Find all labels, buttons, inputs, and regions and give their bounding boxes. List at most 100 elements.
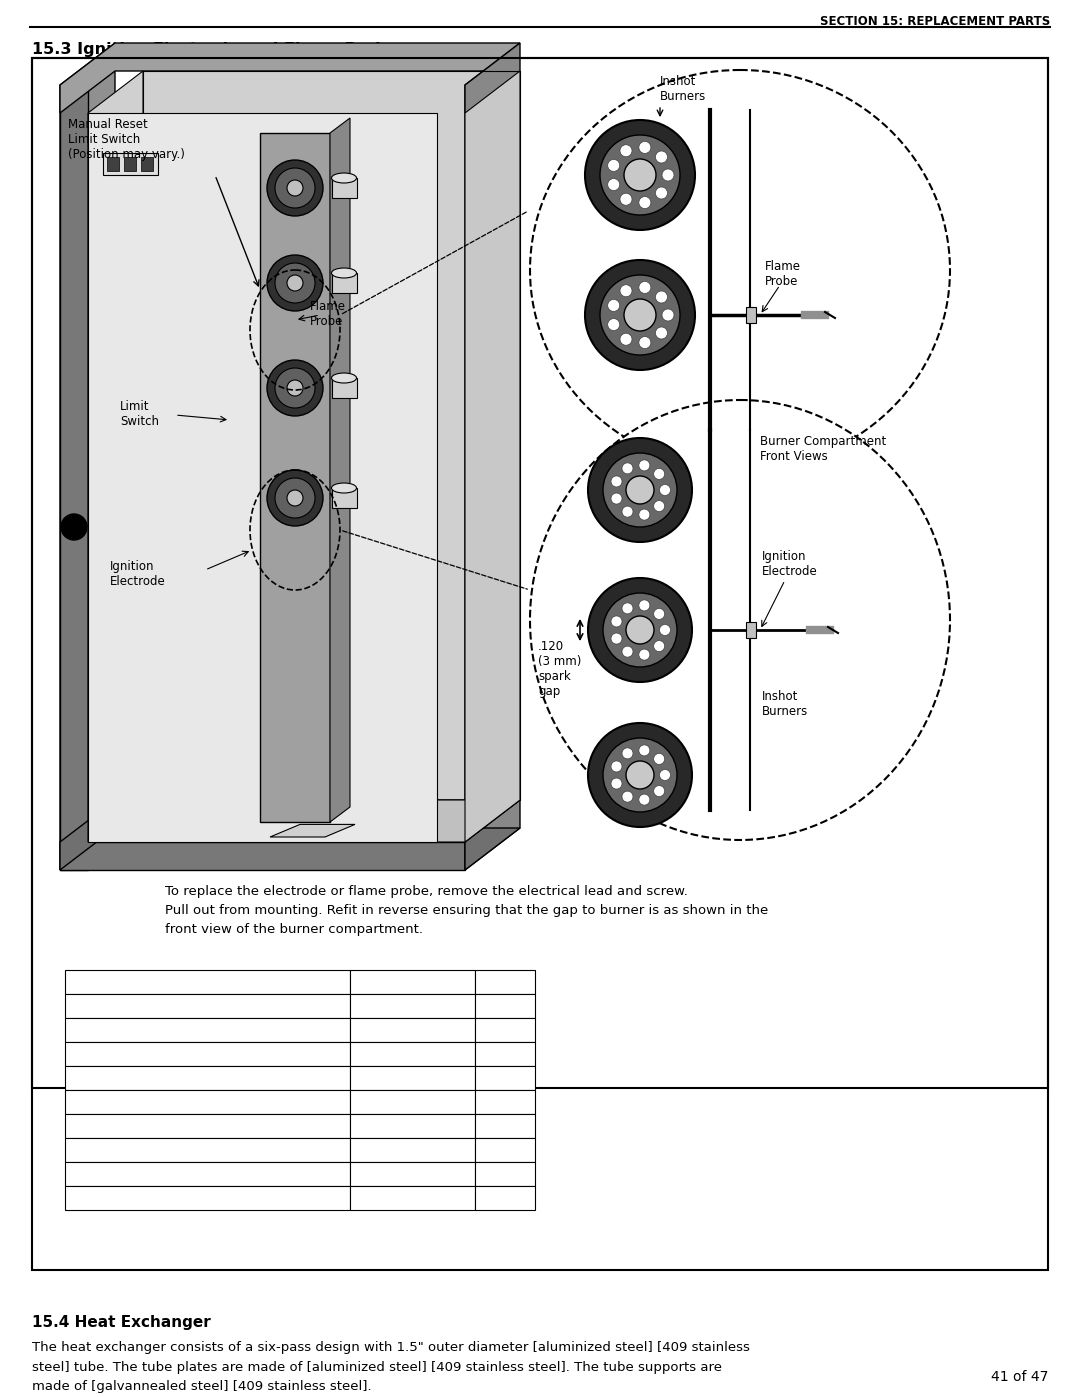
- Ellipse shape: [332, 373, 356, 383]
- Text: 90427411: 90427411: [357, 999, 415, 1009]
- Text: 6: 6: [483, 1119, 490, 1129]
- Text: Description: Description: [70, 975, 146, 988]
- Circle shape: [626, 761, 654, 789]
- Circle shape: [611, 493, 622, 504]
- Bar: [475, 1066, 535, 1090]
- Text: 1: 1: [483, 999, 490, 1009]
- Bar: [332, 488, 357, 509]
- Bar: [65, 1066, 350, 1090]
- Polygon shape: [87, 800, 519, 842]
- Bar: [475, 1139, 535, 1162]
- Circle shape: [639, 793, 650, 805]
- Bar: [107, 156, 119, 170]
- Polygon shape: [330, 117, 350, 821]
- Circle shape: [639, 509, 650, 520]
- Text: .120
(3 mm)
spark
gap: .120 (3 mm) spark gap: [538, 640, 581, 698]
- Circle shape: [653, 785, 664, 796]
- Circle shape: [611, 761, 622, 773]
- Bar: [475, 970, 535, 995]
- Circle shape: [588, 724, 692, 827]
- Text: 7: 7: [483, 1143, 490, 1153]
- Circle shape: [287, 490, 303, 506]
- Circle shape: [588, 439, 692, 542]
- Circle shape: [653, 500, 664, 511]
- Circle shape: [620, 145, 632, 156]
- Bar: [103, 154, 158, 175]
- Circle shape: [267, 256, 323, 312]
- Text: Burner Compartment
Front Views: Burner Compartment Front Views: [760, 434, 887, 462]
- Circle shape: [622, 462, 633, 474]
- Text: 90436900K: 90436900K: [357, 1046, 421, 1058]
- Bar: [350, 1090, 475, 1113]
- Text: To replace the electrode or flame probe, remove the electrical lead and screw.
P: To replace the electrode or flame probe,…: [165, 886, 768, 936]
- Text: Inshot Burners UHD[X][S] 100: Inshot Burners UHD[X][S] 100: [70, 1119, 237, 1129]
- Bar: [475, 1113, 535, 1139]
- Bar: [475, 1018, 535, 1042]
- Bar: [60, 85, 87, 870]
- Circle shape: [639, 197, 651, 208]
- Polygon shape: [465, 43, 519, 870]
- Bar: [260, 133, 330, 821]
- Circle shape: [639, 460, 650, 471]
- Circle shape: [620, 334, 632, 345]
- Circle shape: [603, 592, 677, 666]
- Circle shape: [639, 745, 650, 756]
- Text: 1: 1: [483, 1023, 490, 1032]
- Ellipse shape: [332, 268, 356, 278]
- Circle shape: [639, 281, 651, 293]
- Text: Inshot Burners UHD[X][S] 125: Inshot Burners UHD[X][S] 125: [70, 1143, 237, 1153]
- Text: Inshot
Burners: Inshot Burners: [660, 75, 706, 103]
- Circle shape: [603, 738, 677, 812]
- Circle shape: [588, 578, 692, 682]
- Circle shape: [656, 151, 667, 163]
- Bar: [65, 1113, 350, 1139]
- Text: 90434008: 90434008: [357, 1071, 415, 1081]
- Bar: [141, 156, 153, 170]
- Bar: [33, 60, 1047, 1268]
- Circle shape: [611, 616, 622, 627]
- Bar: [350, 1042, 475, 1066]
- Bar: [65, 1186, 350, 1210]
- Text: 41 of 47: 41 of 47: [990, 1370, 1048, 1384]
- Bar: [350, 995, 475, 1018]
- Ellipse shape: [332, 173, 356, 183]
- Ellipse shape: [530, 400, 950, 840]
- Circle shape: [639, 599, 650, 610]
- Text: Qty: Qty: [483, 975, 507, 988]
- Bar: [65, 995, 350, 1018]
- Circle shape: [656, 187, 667, 198]
- Polygon shape: [87, 71, 143, 842]
- Circle shape: [660, 770, 671, 781]
- Bar: [32, 59, 1048, 1270]
- Text: 1: 1: [483, 1071, 490, 1081]
- Bar: [475, 1162, 535, 1186]
- Circle shape: [275, 168, 315, 208]
- Bar: [350, 1066, 475, 1090]
- Bar: [475, 1186, 535, 1210]
- Bar: [65, 1139, 350, 1162]
- Circle shape: [287, 380, 303, 395]
- Circle shape: [600, 136, 680, 215]
- Bar: [475, 1090, 535, 1113]
- Circle shape: [622, 747, 633, 759]
- Circle shape: [656, 291, 667, 303]
- Circle shape: [660, 485, 671, 496]
- Text: Automatic Ignition Flame Probe: Automatic Ignition Flame Probe: [70, 1023, 245, 1032]
- Circle shape: [622, 506, 633, 517]
- Text: Ignition
Electrode: Ignition Electrode: [762, 550, 818, 578]
- Polygon shape: [60, 800, 519, 870]
- Bar: [746, 307, 756, 323]
- Bar: [332, 379, 357, 398]
- Polygon shape: [60, 43, 114, 870]
- Circle shape: [611, 476, 622, 488]
- Circle shape: [626, 616, 654, 644]
- Circle shape: [585, 120, 696, 231]
- Circle shape: [622, 791, 633, 802]
- Text: The heat exchanger consists of a six-pass design with 1.5" outer diameter [alumi: The heat exchanger consists of a six-pas…: [32, 1341, 750, 1393]
- Circle shape: [662, 169, 674, 182]
- Bar: [350, 1162, 475, 1186]
- Text: 15.3 Ignition Electrode and Flame Probe: 15.3 Ignition Electrode and Flame Probe: [32, 42, 397, 57]
- Bar: [332, 272, 357, 293]
- Circle shape: [608, 299, 620, 312]
- Text: Inshot
Burners: Inshot Burners: [762, 690, 808, 718]
